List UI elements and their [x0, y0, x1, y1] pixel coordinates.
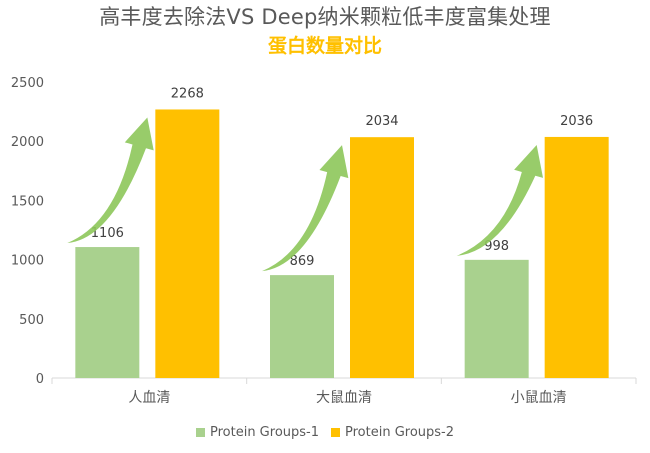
chart-title: 高丰度去除法VS Deep纳米颗粒低丰度富集处理 — [99, 5, 551, 29]
y-tick-label: 0 — [36, 372, 44, 387]
legend-label-series-2: Protein Groups-2 — [345, 425, 455, 440]
y-tick-label: 1500 — [11, 194, 44, 209]
legend: Protein Groups-1 Protein Groups-2 — [0, 425, 650, 440]
x-category-label: 大鼠血清 — [316, 390, 372, 406]
trend-arrow-icon — [262, 145, 349, 272]
bar-series-2 — [544, 136, 609, 378]
trend-arrow-icon — [456, 144, 544, 256]
bar-series-1 — [464, 259, 529, 378]
data-label-series-2: 2034 — [365, 114, 398, 129]
data-label-series-2: 2036 — [560, 114, 593, 129]
legend-item-series-1: Protein Groups-1 — [195, 425, 319, 440]
bar-series-1 — [270, 275, 334, 378]
bar-series-2 — [350, 137, 414, 378]
x-category-label: 小鼠血清 — [511, 390, 567, 406]
data-label-series-2: 2268 — [171, 86, 204, 101]
y-tick-label: 2500 — [11, 76, 44, 91]
trend-arrow-icon — [67, 117, 154, 244]
data-label-series-1: 869 — [290, 254, 315, 269]
legend-swatch-series-2 — [331, 428, 340, 437]
data-label-series-1: 998 — [484, 239, 509, 254]
x-category-label: 人血清 — [128, 390, 170, 406]
y-tick-label: 500 — [19, 313, 44, 328]
y-tick-label: 2000 — [11, 135, 44, 150]
chart-subtitle: 蛋白数量对比 — [267, 35, 382, 57]
bar-series-2 — [155, 109, 220, 378]
legend-swatch-series-1 — [195, 428, 205, 437]
legend-label-series-1: Protein Groups-1 — [209, 425, 319, 440]
data-label-series-1: 1106 — [91, 226, 124, 241]
y-tick-label: 1000 — [11, 254, 44, 269]
bar-series-1 — [75, 247, 140, 378]
legend-item-series-2: Protein Groups-2 — [331, 425, 454, 440]
